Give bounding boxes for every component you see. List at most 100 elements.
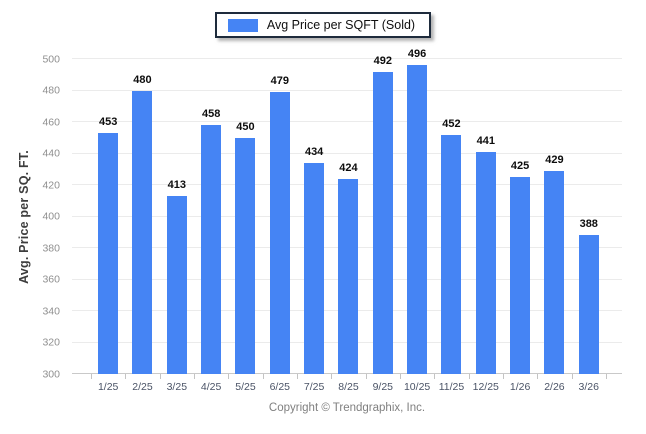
x-tick-label: 3/26 [578,381,599,393]
x-axis-tick [194,374,195,379]
x-tick-label: 2/26 [544,381,565,393]
bar [578,235,599,374]
x-axis-tick [297,374,298,379]
bar [132,90,153,374]
gridline [72,89,622,91]
x-tick-label: 8/25 [338,381,359,393]
bar-slot: 452 [434,59,468,374]
x-axis-tick [606,374,607,379]
x-axis-tick [262,374,264,379]
x-tick-label: 3/25 [166,381,188,393]
x-tick-label: 1/26 [509,381,531,393]
gridline [72,58,622,59]
plot-area: 453 480 413 458 450 479 434 424 492 496 452 441 425 4… [72,49,622,379]
bar [98,133,119,374]
bar-slot: 453 [91,59,125,374]
x-tick-label: 10/25 [403,381,431,393]
bar-slot: 450 [228,59,262,374]
x-axis-tick [331,374,333,379]
legend-swatch-icon [227,18,258,32]
bar-slot: 424 [331,59,365,374]
bar-slot: 492 [366,54,400,374]
bar-value-label: 453 [98,116,118,129]
bar-value-label: 492 [373,54,392,67]
x-tick-label: 11/25 [438,381,465,393]
bar-value-label: 452 [442,117,461,130]
legend-label: Avg Price per SQFT (Sold) [266,18,416,32]
x-axis-tick [503,374,504,379]
y-axis-tick-labels: 300 320 340 360 380 400 420 440 460 480 500 [0,54,66,379]
bar-value-label: 450 [236,120,255,133]
y-tick-label: 500 [42,52,60,65]
y-tick-label: 320 [42,336,60,349]
y-tick-label: 360 [42,273,60,286]
bar-value-label: 458 [201,108,221,121]
bars-container: 453 480 413 458 450 479 434 424 492 496 452 441 425 4… [91,49,606,374]
x-axis-tick-labels: 1/25 2/25 3/25 4/25 5/25 6/25 7/25 8/25 9/25 10/2… [72,381,622,393]
x-axis-tick [571,374,573,379]
legend: Avg Price per SQFT (Sold) [0,12,646,38]
gridline [72,152,622,154]
bar [235,137,256,374]
x-tick-label: 4/25 [200,381,222,393]
bar-value-label: 496 [407,48,427,61]
gridline [72,121,622,122]
x-axis-tick [400,374,401,379]
bar [338,178,359,374]
bar [510,177,531,374]
bar [201,125,222,374]
bar-slot: 458 [194,59,228,374]
bar [304,162,325,374]
x-tick-label: 6/25 [269,381,291,393]
bar-value-label: 434 [304,145,324,158]
y-tick-label: 480 [42,84,60,97]
bar-slot: 480 [125,59,159,374]
bar [372,71,393,374]
x-axis-tick [228,374,230,379]
y-tick-label: 400 [42,210,60,223]
x-tick-label: 2/25 [132,381,153,393]
x-tick-label: 1/25 [97,381,119,393]
x-axis-tick [91,374,92,379]
legend-box: Avg Price per SQFT (Sold) [214,12,432,38]
x-axis-tick [365,374,367,379]
bar [475,151,496,374]
bar [544,170,565,374]
bar-slot: 496 [400,49,434,374]
bar [269,92,290,374]
bar-value-label: 424 [339,161,358,174]
y-tick-label: 300 [42,367,60,380]
x-axis-tick [159,374,161,379]
y-tick-label: 380 [42,241,60,254]
x-tick-label: 9/25 [372,381,393,393]
bar-value-label: 388 [579,218,598,231]
bar-slot: 388 [572,59,606,374]
x-axis-tick [434,374,436,379]
bar-value-label: 429 [545,153,564,166]
bar [441,134,462,374]
bar-value-label: 480 [133,73,152,86]
bar-slot: 441 [469,59,503,374]
bar [407,65,428,374]
x-axis-tick [537,374,539,379]
bar-value-label: 413 [167,179,186,192]
bar-value-label: 441 [476,134,495,147]
x-tick-label: 12/25 [472,381,499,393]
bar-value-label: 425 [510,160,530,173]
bar-slot: 413 [160,59,194,374]
x-axis-tick [125,374,127,379]
bar-slot: 434 [297,59,331,374]
bar-slot: 429 [537,59,571,374]
y-tick-label: 420 [42,178,60,191]
x-axis-tick [468,374,470,379]
bar-slot: 479 [263,59,297,374]
y-tick-label: 440 [42,147,60,160]
bar [166,196,187,374]
copyright-text: Copyright © Trendgraphix, Inc. [268,402,426,414]
x-tick-label: 5/25 [235,381,256,393]
bar-value-label: 479 [270,75,289,88]
bar-slot: 425 [503,59,537,374]
x-tick-label: 7/25 [303,381,325,393]
y-tick-label: 460 [42,115,60,128]
